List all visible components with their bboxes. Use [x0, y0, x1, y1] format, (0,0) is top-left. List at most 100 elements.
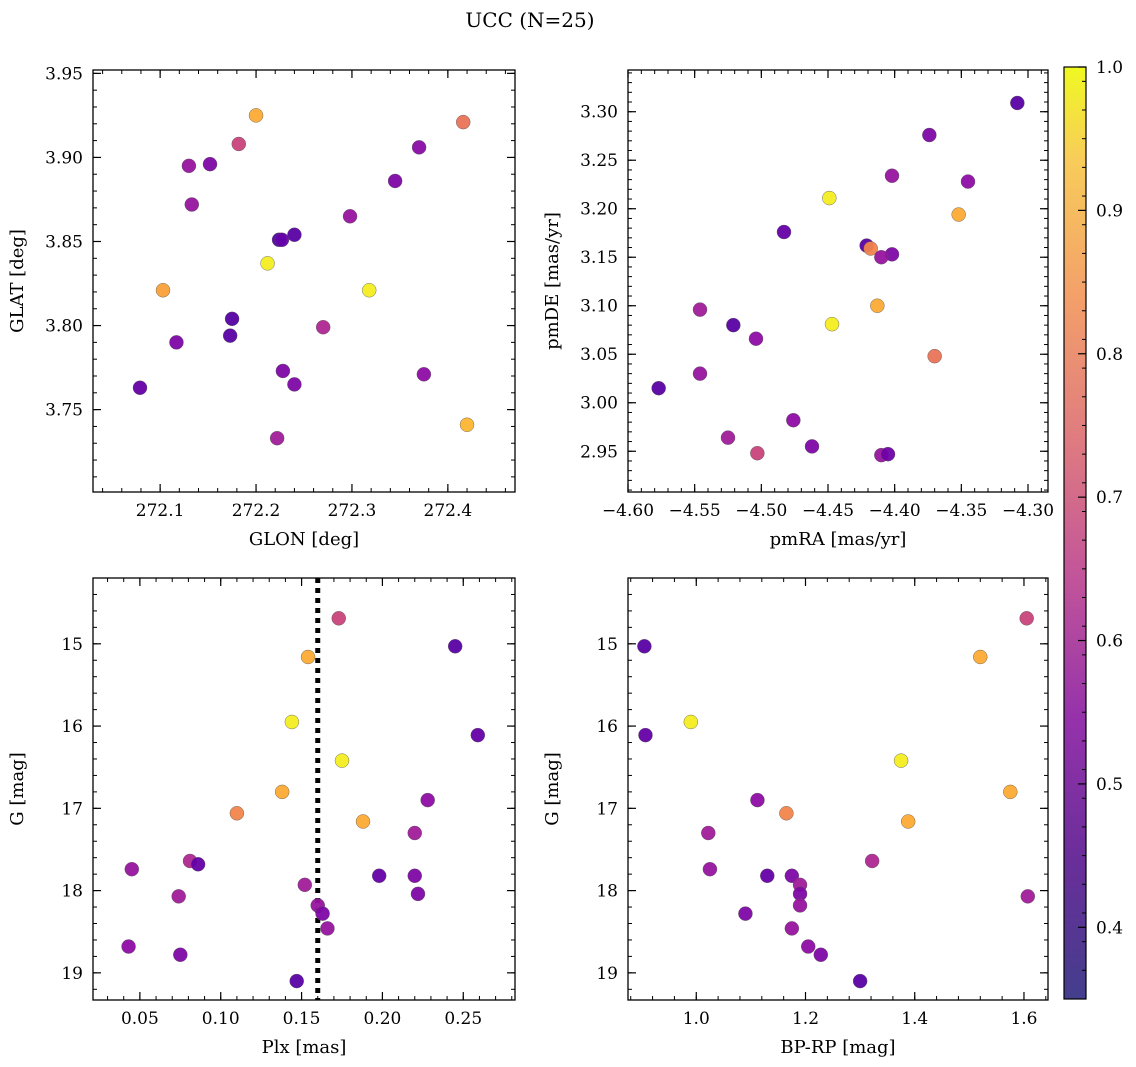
data-point [171, 889, 186, 904]
data-point [275, 363, 291, 379]
y-tick-label: 3.00 [580, 394, 618, 414]
x-tick-label: 272.1 [136, 501, 185, 521]
y-tick-label: 18 [61, 882, 83, 902]
data-point [411, 140, 427, 155]
data-point [692, 302, 708, 317]
y-tick-label: 16 [61, 717, 83, 737]
minor-ticks [628, 577, 1048, 1000]
data-point [750, 445, 765, 461]
axes-frame [92, 69, 516, 493]
data-point [297, 877, 313, 893]
data-point [1019, 611, 1034, 626]
data-point [289, 973, 304, 989]
data-point [410, 886, 426, 902]
colorbar-tick-label: 0.5 [1096, 775, 1123, 795]
data-point [813, 947, 828, 962]
x-tick-label: −4.50 [735, 501, 787, 521]
x-tick-label: 272.4 [424, 501, 473, 521]
data-point [355, 814, 371, 829]
y-tick-label: 3.80 [45, 317, 83, 337]
x-tick-label: 272.2 [232, 501, 281, 521]
colorbar-tick-label: 0.7 [1096, 488, 1123, 508]
x-axis-label: Plx [mas] [262, 1037, 347, 1058]
data-point [287, 377, 302, 392]
data-point [726, 317, 741, 333]
data-point [750, 792, 765, 808]
data-point [202, 156, 218, 172]
data-point [804, 439, 820, 454]
colorbar-tick-label: 1.0 [1096, 58, 1123, 78]
data-point [786, 413, 801, 428]
data-point [181, 158, 197, 174]
x-tick-label: 0.05 [121, 1009, 159, 1029]
data-point [342, 209, 358, 224]
minor-ticks [93, 70, 515, 492]
data-point [1003, 784, 1018, 800]
scatter-points [132, 108, 475, 446]
data-point [748, 331, 764, 346]
data-point [720, 430, 736, 445]
data-point [960, 174, 976, 189]
y-tick-label: 17 [596, 799, 618, 819]
data-point [784, 868, 800, 883]
major-ticks [93, 578, 515, 1000]
y-axis-label: pmDE [mas/yr] [542, 212, 563, 350]
data-point [776, 224, 792, 240]
colorbar-tick-label: 0.6 [1096, 632, 1123, 652]
y-axis-label: G [mag] [542, 752, 563, 825]
data-point [863, 241, 878, 256]
colorbar-tick-label: 0.8 [1096, 345, 1123, 365]
y-tick-label: 3.20 [580, 200, 618, 220]
scatter-points [637, 611, 1035, 989]
x-tick-label: −4.60 [602, 501, 654, 521]
x-tick-label: 0.15 [283, 1009, 321, 1029]
data-point [852, 973, 868, 989]
data-point [447, 639, 463, 654]
x-tick-label: 0.25 [444, 1009, 482, 1029]
major-ticks [628, 578, 1048, 1000]
axes-frame [627, 69, 1049, 493]
x-tick-label: 1.6 [1010, 1009, 1037, 1029]
x-axis-label: BP-RP [mag] [780, 1037, 895, 1058]
x-tick-label: −4.55 [669, 501, 721, 521]
data-point [870, 298, 885, 313]
data-point [371, 868, 387, 883]
data-point [824, 316, 840, 332]
major-ticks [627, 70, 1048, 492]
data-point [260, 256, 275, 271]
data-point [792, 898, 808, 913]
x-tick-label: 272.3 [328, 501, 377, 521]
data-point [900, 814, 916, 829]
y-tick-label: 17 [61, 799, 83, 819]
data-point [801, 939, 816, 954]
data-point [362, 283, 377, 298]
colorbar-gradient [1063, 66, 1087, 1000]
y-tick-label: 3.30 [580, 103, 618, 123]
data-point [702, 862, 718, 877]
y-tick-label: 3.75 [45, 401, 83, 421]
y-tick-label: 15 [596, 635, 618, 655]
x-tick-label: −4.40 [869, 501, 921, 521]
data-point [300, 649, 316, 665]
data-point [248, 108, 264, 123]
colorbar: 0.4 0.5 0.6 0.7 0.8 0.9 1.0 [1063, 58, 1123, 1000]
data-point [184, 197, 199, 212]
data-point [224, 311, 240, 327]
data-point [864, 853, 880, 869]
x-tick-label: 0.10 [202, 1009, 240, 1029]
data-point [416, 367, 432, 382]
scatter-points [121, 611, 486, 989]
x-axis-label: pmRA [mas/yr] [770, 529, 907, 550]
data-point [124, 862, 140, 877]
data-point [459, 417, 475, 432]
x-tick-label: −4.30 [1002, 501, 1054, 521]
axes-frame [627, 577, 1049, 1001]
data-point [229, 806, 245, 821]
data-point [121, 939, 136, 954]
data-point [331, 611, 346, 626]
y-tick-label: 3.95 [45, 64, 83, 84]
data-point [880, 446, 896, 462]
data-point [692, 366, 708, 381]
y-tick-label: 19 [61, 964, 83, 984]
